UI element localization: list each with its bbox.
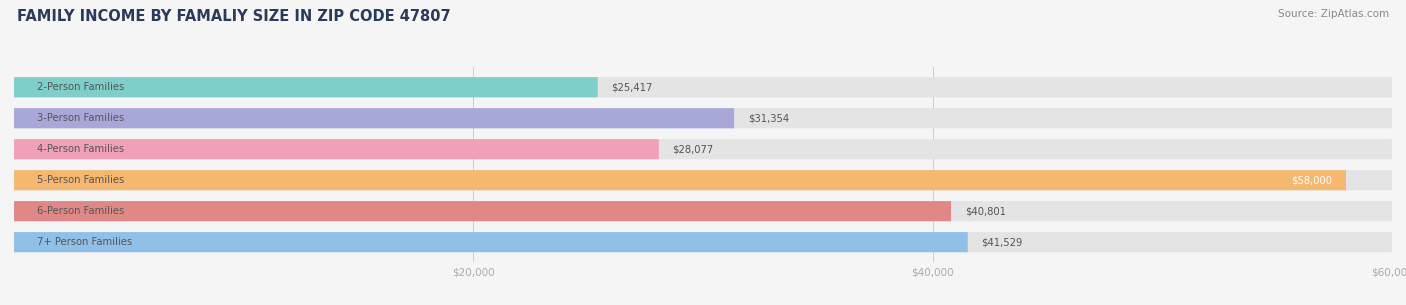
Text: $41,529: $41,529 — [981, 237, 1024, 247]
Text: Source: ZipAtlas.com: Source: ZipAtlas.com — [1278, 9, 1389, 19]
Text: $25,417: $25,417 — [612, 82, 652, 92]
FancyBboxPatch shape — [14, 201, 1392, 221]
Text: 7+ Person Families: 7+ Person Families — [37, 237, 132, 247]
Text: 5-Person Families: 5-Person Families — [37, 175, 124, 185]
FancyBboxPatch shape — [14, 77, 1392, 97]
Text: $28,077: $28,077 — [672, 144, 714, 154]
FancyBboxPatch shape — [14, 170, 1392, 190]
FancyBboxPatch shape — [14, 232, 1392, 252]
Text: $40,801: $40,801 — [965, 206, 1005, 216]
Text: 2-Person Families: 2-Person Families — [37, 82, 124, 92]
FancyBboxPatch shape — [14, 77, 598, 97]
FancyBboxPatch shape — [14, 201, 950, 221]
FancyBboxPatch shape — [14, 139, 659, 159]
Text: 4-Person Families: 4-Person Families — [37, 144, 124, 154]
Text: 6-Person Families: 6-Person Families — [37, 206, 124, 216]
FancyBboxPatch shape — [14, 139, 1392, 159]
Text: 3-Person Families: 3-Person Families — [37, 113, 124, 123]
Text: $58,000: $58,000 — [1291, 175, 1333, 185]
FancyBboxPatch shape — [14, 108, 1392, 128]
Text: $31,354: $31,354 — [748, 113, 789, 123]
FancyBboxPatch shape — [14, 170, 1346, 190]
Text: FAMILY INCOME BY FAMALIY SIZE IN ZIP CODE 47807: FAMILY INCOME BY FAMALIY SIZE IN ZIP COD… — [17, 9, 450, 24]
FancyBboxPatch shape — [14, 232, 967, 252]
FancyBboxPatch shape — [14, 108, 734, 128]
